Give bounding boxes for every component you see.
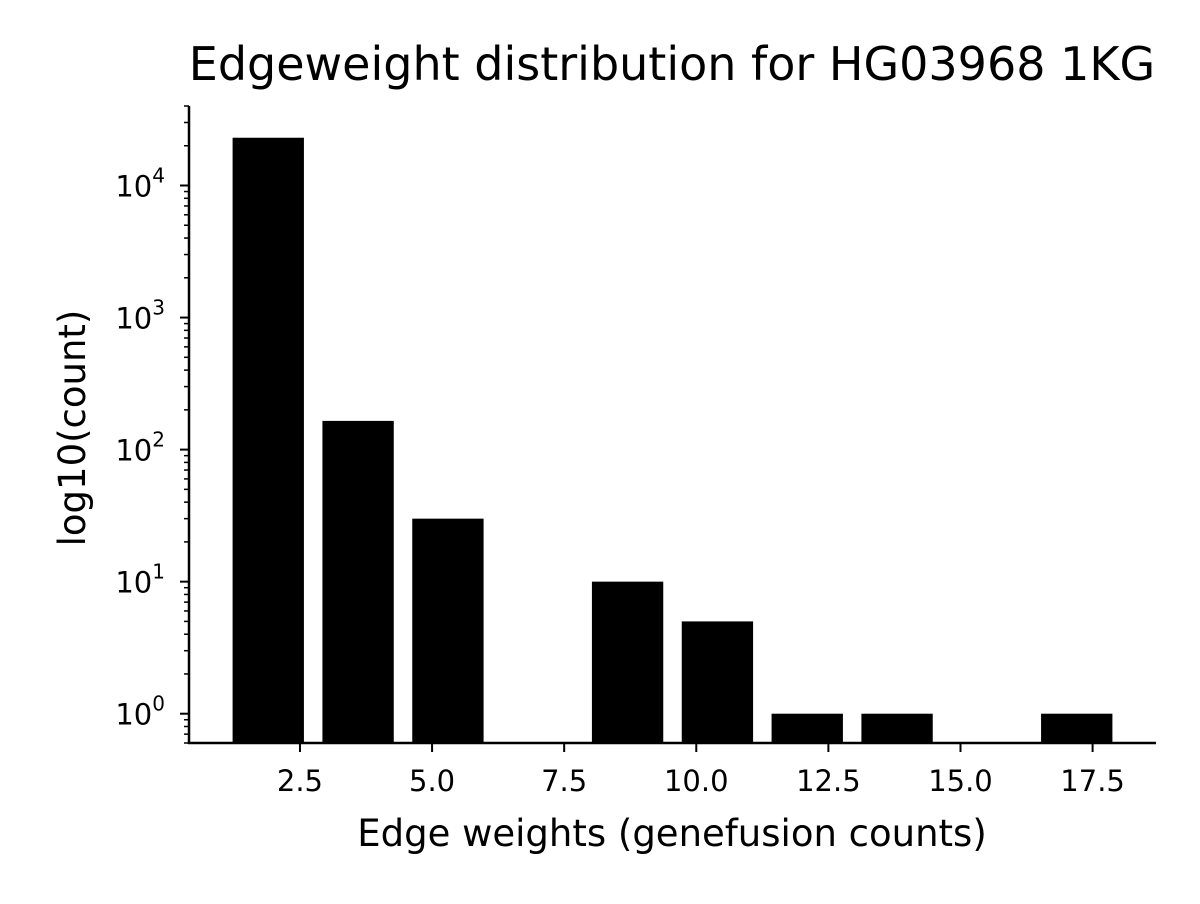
y-tick-label: 101 — [115, 560, 165, 600]
x-tick-label: 15.0 — [928, 764, 993, 798]
x-tick-label: 17.5 — [1060, 764, 1125, 798]
bar-5 — [771, 713, 843, 743]
x-tick-label: 10.0 — [664, 764, 729, 798]
y-tick-label: 104 — [115, 164, 165, 204]
bar-1 — [322, 420, 394, 743]
bar-7 — [1041, 713, 1113, 743]
y-tick-label: 102 — [115, 428, 165, 468]
x-axis-label: Edge weights (genefusion counts) — [357, 812, 987, 855]
axes — [187, 106, 1156, 745]
y-axis-label: log10(count) — [51, 310, 94, 547]
bar-2 — [412, 518, 484, 743]
bar-6 — [861, 713, 933, 743]
x-tick-label: 5.0 — [409, 764, 455, 798]
y-tick-label: 100 — [115, 692, 165, 732]
x-axis-ticks: 2.5 5.0 7.5 10.0 12.5 15.0 17.5 — [277, 743, 1125, 798]
bar-3 — [591, 581, 664, 743]
bar-4 — [681, 621, 754, 743]
x-tick-label: 7.5 — [541, 764, 587, 798]
chart-title: Edgeweight distribution for HG03968 1KG — [189, 37, 1155, 91]
y-axis-ticks: 100 101 102 103 104 — [115, 105, 189, 744]
bar-0 — [232, 137, 304, 743]
y-tick-label: 103 — [115, 296, 165, 336]
bars — [232, 137, 1113, 743]
x-tick-label: 2.5 — [277, 764, 323, 798]
x-tick-label: 12.5 — [796, 764, 861, 798]
